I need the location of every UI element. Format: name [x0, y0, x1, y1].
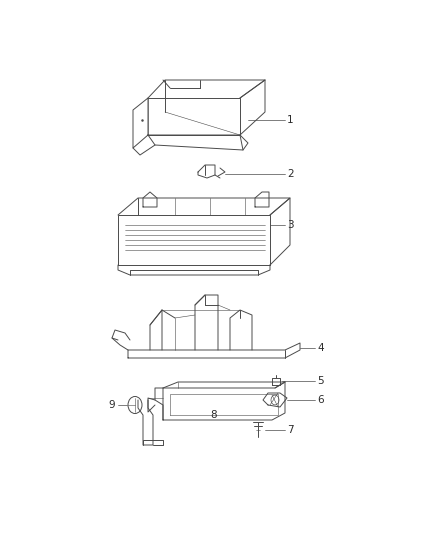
Text: 5: 5	[317, 376, 324, 386]
Text: 6: 6	[317, 395, 324, 405]
Text: 8: 8	[210, 410, 217, 420]
Text: 7: 7	[287, 425, 293, 435]
Text: 3: 3	[287, 220, 293, 230]
Text: 2: 2	[287, 169, 293, 179]
Text: 1: 1	[287, 115, 293, 125]
Text: 9: 9	[108, 400, 115, 410]
Text: 4: 4	[317, 343, 324, 353]
